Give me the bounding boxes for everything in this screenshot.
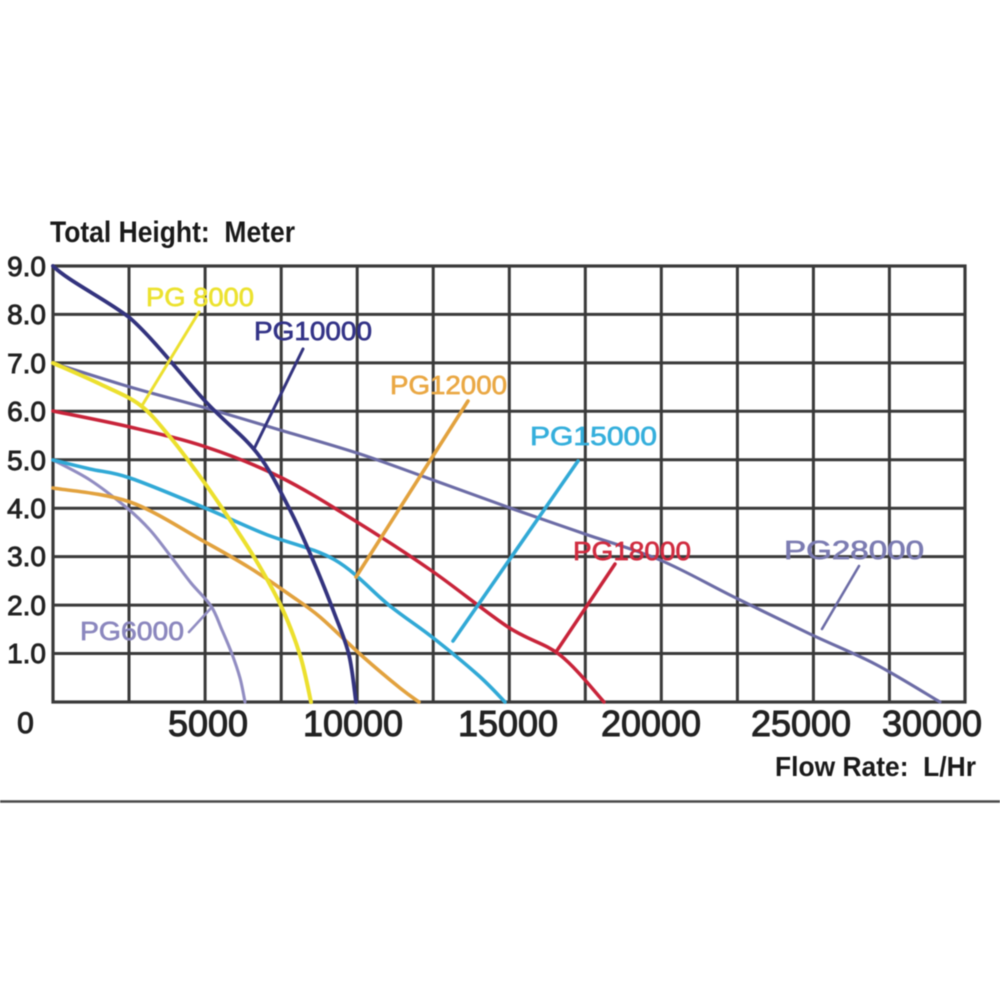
svg-text:7.0: 7.0 <box>7 348 46 379</box>
svg-text:PG28000: PG28000 <box>784 535 924 565</box>
svg-text:PG10000: PG10000 <box>254 316 372 346</box>
svg-text:2.0: 2.0 <box>7 590 46 621</box>
svg-text:PG12000: PG12000 <box>390 370 507 400</box>
svg-text:PG6000: PG6000 <box>80 616 184 646</box>
svg-text:9.0: 9.0 <box>7 251 46 282</box>
svg-text:25000: 25000 <box>751 703 851 744</box>
svg-text:Total Height: Meter: Total Height: Meter <box>50 216 295 249</box>
svg-text:3.0: 3.0 <box>7 541 46 572</box>
svg-text:PG 8000: PG 8000 <box>146 282 254 312</box>
svg-text:PG18000: PG18000 <box>573 536 691 566</box>
svg-text:5.0: 5.0 <box>7 445 46 476</box>
svg-text:6.0: 6.0 <box>7 396 46 427</box>
svg-text:Flow Rate: L/Hr: Flow Rate: L/Hr <box>775 751 976 782</box>
svg-text:15000: 15000 <box>458 703 558 744</box>
svg-text:30000: 30000 <box>882 703 982 744</box>
svg-text:8.0: 8.0 <box>7 299 46 330</box>
svg-text:10000: 10000 <box>303 703 403 744</box>
svg-text:20000: 20000 <box>601 703 701 744</box>
svg-text:0: 0 <box>17 707 34 740</box>
svg-text:1.0: 1.0 <box>7 638 46 669</box>
svg-text:PG15000: PG15000 <box>530 421 657 451</box>
svg-text:5000: 5000 <box>168 703 248 744</box>
svg-text:4.0: 4.0 <box>7 493 46 524</box>
